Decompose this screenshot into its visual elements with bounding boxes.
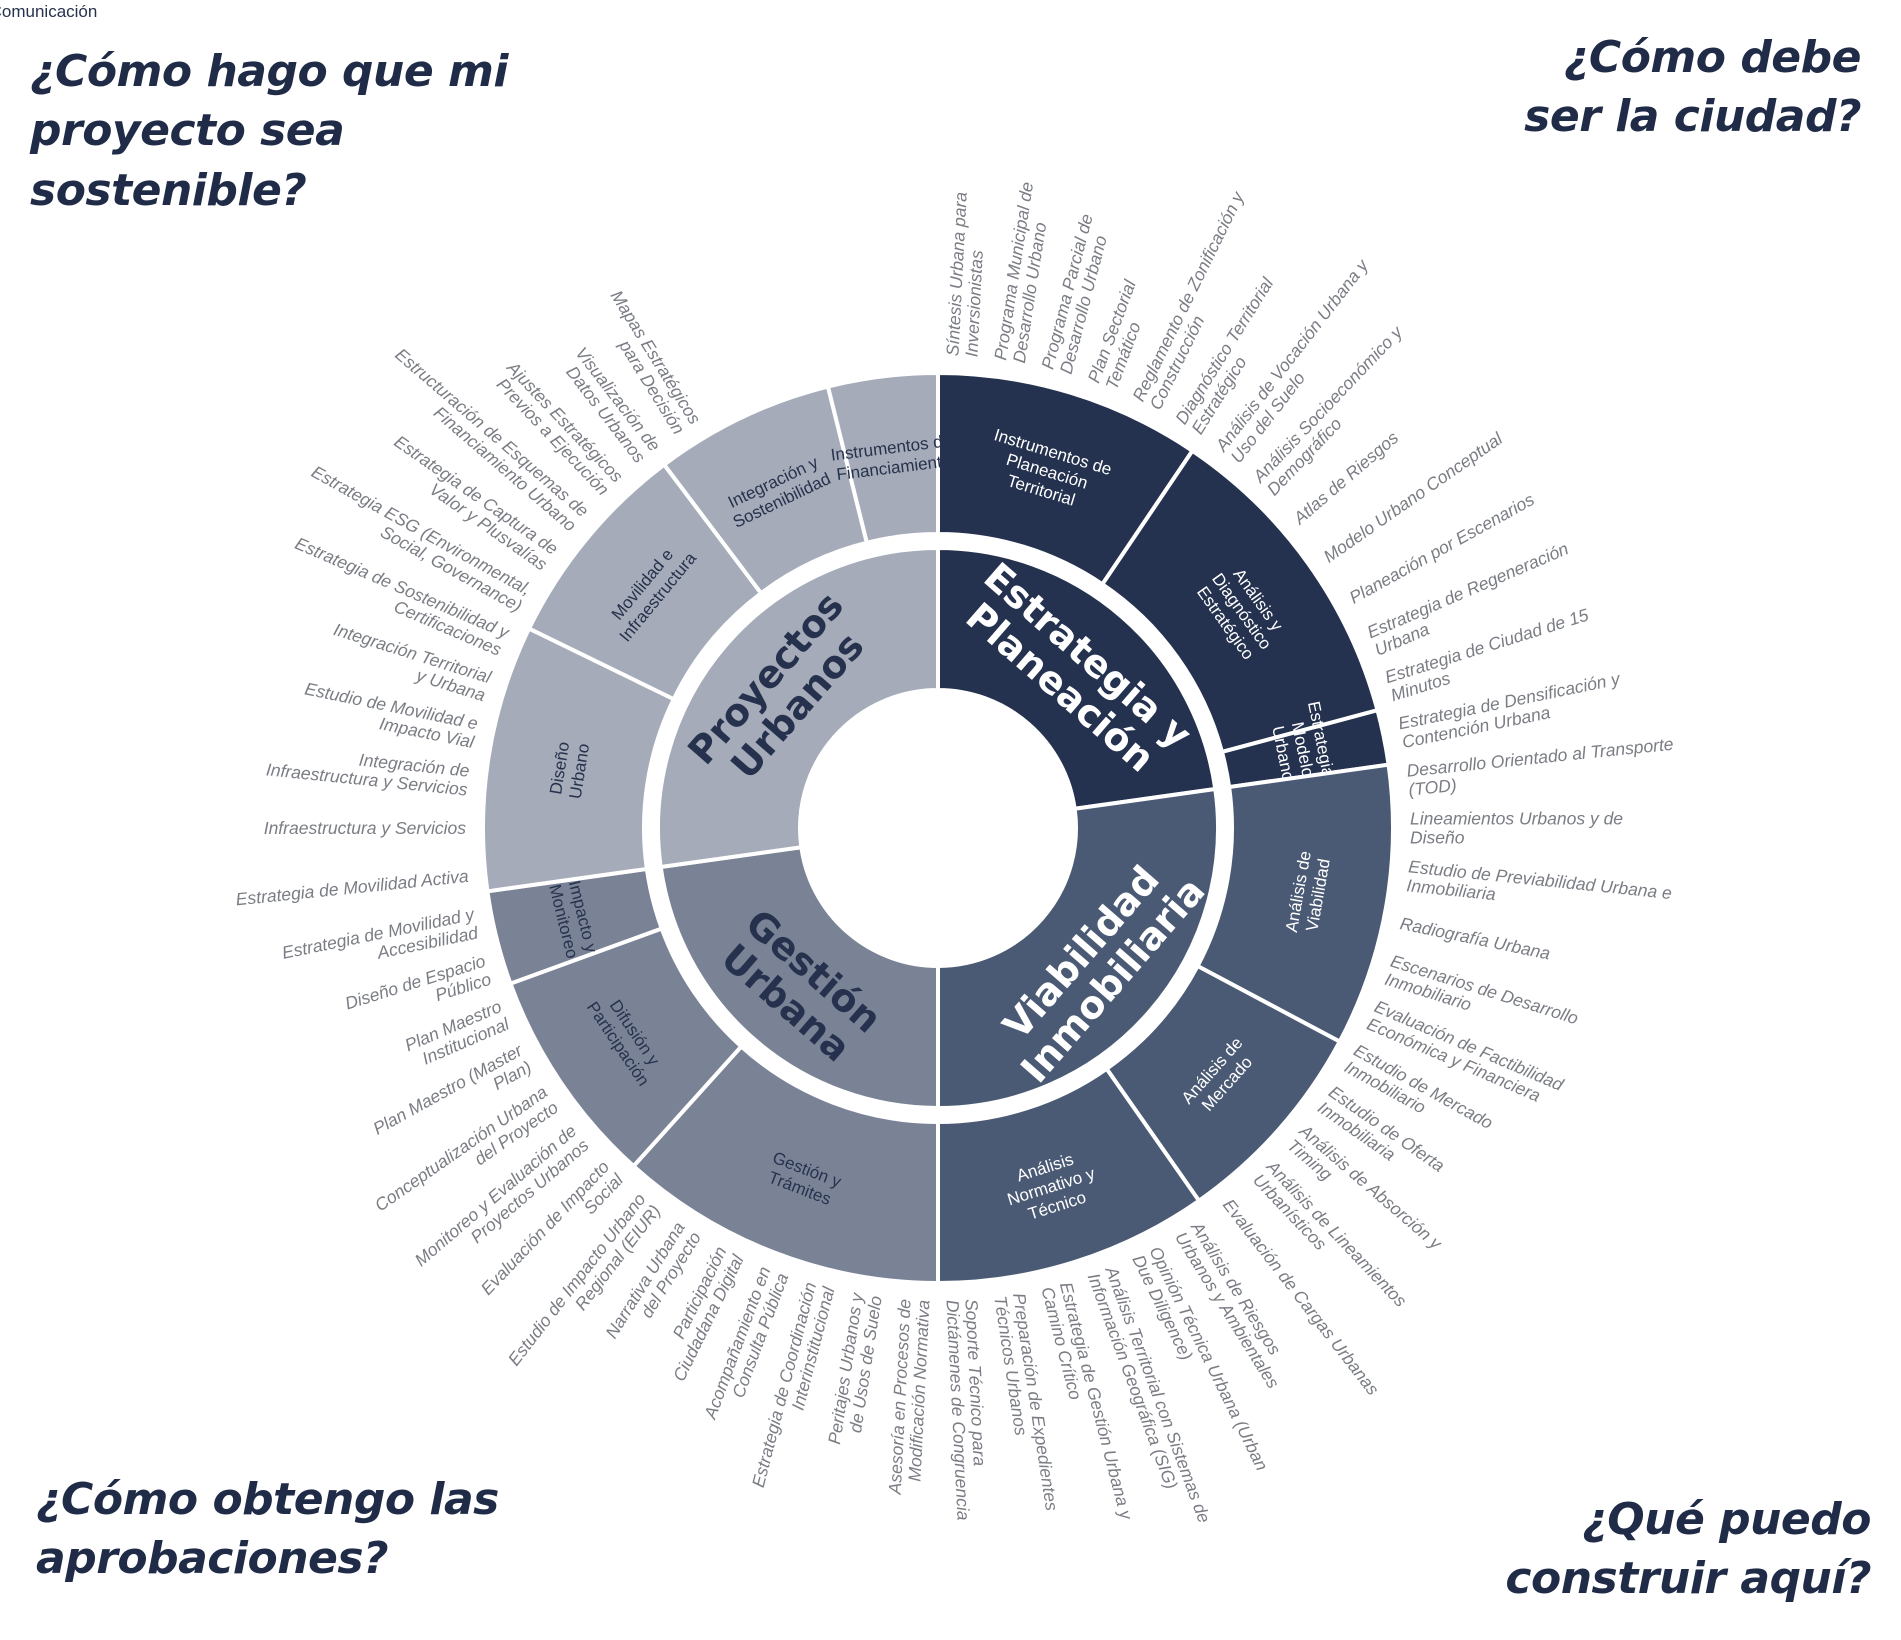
service-item-line: Inversionistas [961,249,986,357]
subcategory-segment[interactable]: Ejecución yComunicación [0,0,97,21]
subcategory-label: Ejecución yComunicación [0,0,97,21]
service-item-label: Análisis de LineamientosUrbanísticos [1248,1156,1411,1324]
question-line: ¿Cómo hago que mi [30,46,508,97]
service-item-label: Modelo Urbano Conceptual [1320,428,1507,567]
category-wedge[interactable] [656,545,940,870]
question-line: proyecto sea [30,105,345,157]
subcategory-segment[interactable]: Análisis deMercado [1103,963,1343,1204]
question-line: ¿Cómo debe [1563,32,1862,83]
question-line: aprobaciones? [36,1533,389,1585]
service-item-label: Lineamientos Urbanos y de Diseño [1410,809,1623,848]
question-bottom-left: ¿Cómo obtengo las aprobaciones? [36,1470,499,1589]
subcategory-segment[interactable]: Análisis deViabilidad [1194,762,1395,1045]
category-segment[interactable]: ProyectosUrbanos [656,545,940,870]
subcategory-segment[interactable]: Instrumentos deFinanciamiento [825,370,955,546]
category-wedge[interactable] [658,844,940,1111]
service-item-label: Asesoría en Procesos deModificación Norm… [885,1298,934,1497]
subcategory-segment[interactable]: Impacto yMonitoreo [485,866,665,987]
category-wedge[interactable] [936,786,1220,1111]
question-line: construir aquí? [1505,1553,1871,1605]
subcategory-label-line: Comunicación [0,2,97,21]
service-item-line: Lineamientos Urbanos y de [1410,809,1623,829]
service-item-line: (TOD) [1408,775,1458,800]
service-item-label: Estrategia de Movilidad Activa [235,866,470,910]
question-line: ¿Cómo obtengo las [36,1474,499,1525]
question-bottom-right: ¿Qué puedo construir aquí? [1505,1490,1871,1609]
service-item-line: Infraestructura y Servicios [264,818,467,838]
service-item-label: Integración deInfraestructura y Servicio… [265,740,470,799]
service-item-line: Estrategia de Movilidad Activa [235,866,470,910]
service-item-line: Diseño [1410,828,1465,848]
category-wedge[interactable] [936,545,1218,812]
service-item-label: Radiografía Urbana [1398,913,1552,963]
question-line: ¿Qué puedo [1582,1494,1871,1545]
service-item-label: Peritajes Urbanos yde Usos de Suelo [824,1290,886,1448]
category-segment[interactable]: GestiónUrbana [658,844,940,1111]
service-item-label: Soporte Técnico paraDictámenes de Congru… [942,1298,992,1521]
question-top-right: ¿Cómo debe ser la ciudad? [1524,28,1861,147]
subcategory-wedge[interactable] [825,370,940,546]
service-item-line: Estudio de Impacto Urbano [504,1189,650,1369]
service-item-label: Estudio de Previabilidad Urbana eInmobil… [1406,856,1673,922]
subcategory-label: AnálisisNormativo yTécnico [999,1145,1104,1229]
service-item-line: Modelo Urbano Conceptual [1320,428,1507,567]
service-item-label: Síntesis Urbana paraInversionistas [942,191,989,357]
question-line: sostenible? [30,164,307,216]
subcategory-label: DiseñoUrbano [546,739,593,800]
question-top-left: ¿Cómo hago que mi proyecto sea sostenibl… [30,42,508,220]
service-item-label: Infraestructura y Servicios [264,818,467,838]
service-item-line: Radiografía Urbana [1398,913,1552,963]
question-line: ser la ciudad? [1524,91,1861,143]
service-item-label: Desarrollo Orientado al Transporte(TOD) [1406,734,1677,800]
subcategory-segment[interactable]: Movilidad eInfraestructura [526,461,764,702]
